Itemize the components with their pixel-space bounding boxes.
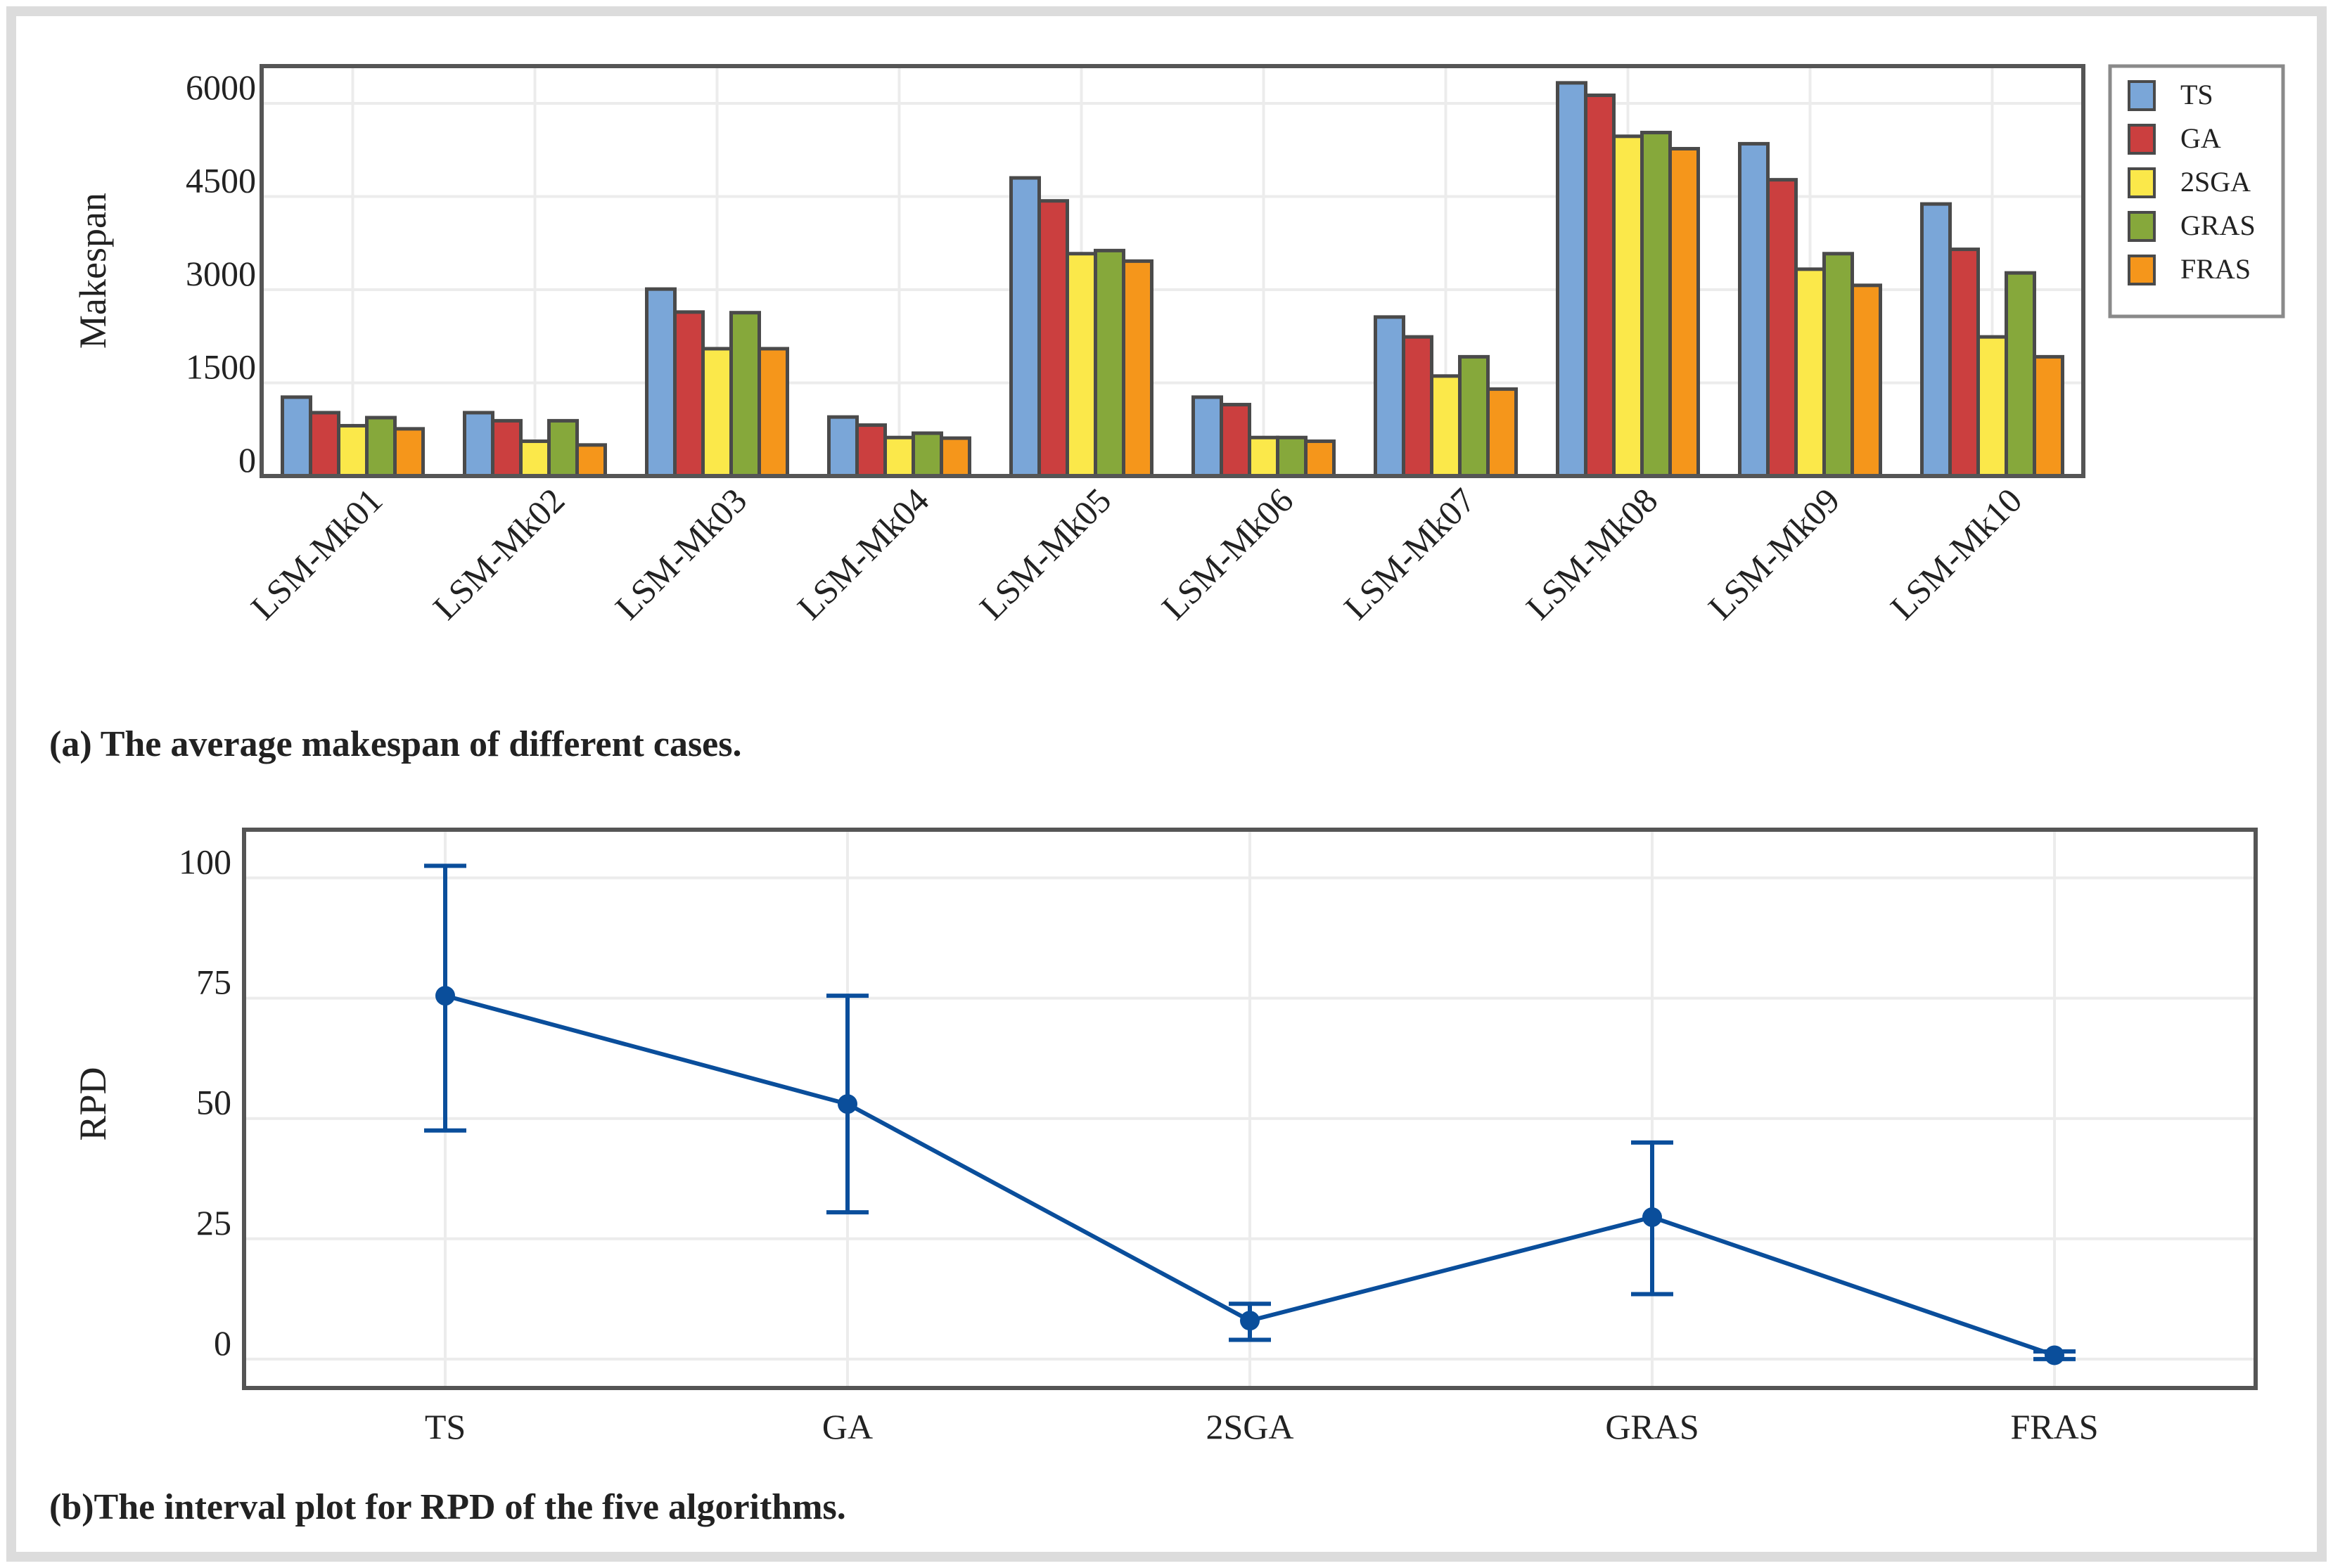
chart-a-y-tick-label: 4500 — [186, 161, 256, 200]
bar-lsm-mk07-ts — [1374, 315, 1405, 478]
chart-b-x-tick-label: 2SGA — [1206, 1407, 1293, 1446]
legend-label-ts: TS — [2180, 79, 2213, 110]
bar-lsm-mk01-ga — [309, 411, 340, 478]
bar-lsm-mk08-fras — [1668, 146, 1700, 478]
bar-lsm-mk10-ga — [1948, 248, 1980, 478]
chart-b-x-tick-label: GRAS — [1605, 1407, 1699, 1446]
legend-swatch-ga — [2128, 124, 2156, 155]
chart-a-caption: (a) The average makespan of different ca… — [49, 724, 742, 764]
bar-lsm-mk02-gras — [547, 418, 579, 478]
chart-a-bars — [281, 81, 2064, 478]
bar-lsm-mk09-ts — [1738, 141, 1770, 478]
bar-lsm-mk10-gras — [2005, 271, 2036, 478]
bar-lsm-mk04-fras — [940, 436, 971, 478]
chart-b-y-tick-label: 50 — [196, 1083, 231, 1122]
bar-lsm-mk03-ts — [645, 287, 677, 478]
bar-lsm-mk01-ts — [281, 395, 312, 478]
mean-point-fras — [2045, 1345, 2064, 1365]
bar-lsm-mk06-2sga — [1248, 435, 1279, 478]
bar-lsm-mk01-gras — [365, 416, 397, 478]
chart-a-y-axis-label: Makespan — [72, 193, 114, 349]
bar-lsm-mk01-2sga — [337, 423, 369, 478]
bar-lsm-mk06-gras — [1276, 435, 1308, 478]
legend-label-gras: GRAS — [2180, 210, 2256, 241]
legend-swatch-gras — [2128, 211, 2156, 242]
bar-lsm-mk10-ts — [1920, 202, 1952, 478]
bar-lsm-mk03-fras — [758, 347, 789, 478]
bar-lsm-mk06-fras — [1304, 439, 1336, 478]
bar-lsm-mk06-ga — [1220, 402, 1251, 478]
bar-lsm-mk01-fras — [393, 427, 425, 478]
legend-label-ga: GA — [2180, 122, 2221, 154]
legend-label-2sga: 2SGA — [2180, 166, 2251, 198]
chart-b-y-tick-label: 75 — [196, 963, 231, 1002]
chart-b-y-tick-label: 25 — [196, 1203, 231, 1242]
bar-lsm-mk05-2sga — [1066, 252, 1097, 478]
legend-swatch-2sga — [2128, 167, 2156, 198]
bar-lsm-mk05-ts — [1009, 176, 1041, 478]
bar-lsm-mk02-ts — [463, 411, 494, 478]
chart-b-x-tick-labels: TS GA 2SGA GRAS FRAS — [425, 1407, 2099, 1446]
bar-lsm-mk09-2sga — [1794, 267, 1826, 478]
bar-lsm-mk04-ts — [827, 415, 859, 478]
chart-a-y-tick-labels: 0 1500 3000 4500 6000 — [186, 68, 256, 480]
chart-b-y-tick-label: 0 — [214, 1323, 231, 1363]
chart-b-gridlines — [244, 830, 2256, 1388]
bar-lsm-mk07-ga — [1402, 335, 1433, 478]
bar-lsm-mk09-gras — [1822, 252, 1854, 478]
bar-lsm-mk07-gras — [1458, 354, 1490, 478]
legend-swatch-ts — [2128, 80, 2156, 111]
mean-point-gras — [1642, 1207, 1662, 1228]
bar-lsm-mk03-ga — [673, 310, 705, 478]
bar-lsm-mk08-2sga — [1612, 134, 1644, 478]
chart-b-y-axis-label: RPD — [72, 1067, 114, 1140]
bar-lsm-mk02-ga — [491, 418, 523, 478]
chart-b-x-tick-label: GA — [822, 1407, 873, 1446]
bar-lsm-mk05-gras — [1094, 248, 1125, 478]
bar-lsm-mk04-gras — [912, 431, 943, 478]
bar-lsm-mk08-ga — [1584, 94, 1616, 478]
bar-lsm-mk03-2sga — [701, 347, 733, 478]
chart-b-plot-border — [242, 828, 2258, 1390]
chart-b-series — [424, 863, 2076, 1365]
bar-lsm-mk10-2sga — [1976, 335, 2008, 478]
bar-lsm-mk05-fras — [1122, 259, 1153, 478]
rpd-interval-chart: 0 25 50 75 100 TS GA 2SGA GRAS FRAS RPD (b)The i… — [49, 828, 2258, 1527]
chart-a-y-tick-label: 1500 — [186, 347, 256, 387]
bar-lsm-mk09-ga — [1766, 178, 1798, 478]
bar-lsm-mk09-fras — [1851, 283, 1882, 478]
bar-lsm-mk04-ga — [855, 423, 887, 478]
chart-a-y-tick-label: 6000 — [186, 68, 256, 107]
chart-a-legend: TS GA 2SGA GRAS FRAS — [2108, 64, 2285, 319]
bar-lsm-mk07-2sga — [1430, 374, 1462, 478]
bar-lsm-mk04-2sga — [883, 435, 915, 478]
chart-b-caption: (b)The interval plot for RPD of the five… — [49, 1487, 846, 1527]
bar-lsm-mk08-gras — [1640, 131, 1672, 478]
legend-label-fras: FRAS — [2180, 253, 2251, 285]
chart-a-plot-border — [260, 64, 2085, 478]
bar-lsm-mk02-2sga — [519, 439, 551, 478]
chart-b-y-tick-label: 100 — [179, 842, 231, 881]
bar-lsm-mk06-ts — [1191, 395, 1223, 478]
chart-a-y-tick-label: 3000 — [186, 254, 256, 293]
bar-lsm-mk03-gras — [729, 311, 761, 478]
chart-a-y-tick-label: 0 — [238, 440, 256, 480]
mean-point-2sga — [1240, 1311, 1260, 1331]
bar-lsm-mk10-fras — [2033, 354, 2064, 478]
mean-point-ts — [435, 986, 455, 1006]
chart-b-x-tick-label: TS — [425, 1407, 466, 1446]
chart-b-x-tick-label: FRAS — [2010, 1407, 2098, 1446]
mean-point-ga — [838, 1094, 857, 1114]
bar-lsm-mk02-fras — [575, 443, 607, 478]
bar-lsm-mk08-ts — [1556, 81, 1587, 478]
bar-lsm-mk05-ga — [1037, 199, 1069, 478]
bar-lsm-mk07-fras — [1486, 387, 1518, 478]
legend-swatch-fras — [2128, 255, 2156, 285]
chart-b-y-tick-labels: 0 25 50 75 100 — [179, 842, 231, 1362]
